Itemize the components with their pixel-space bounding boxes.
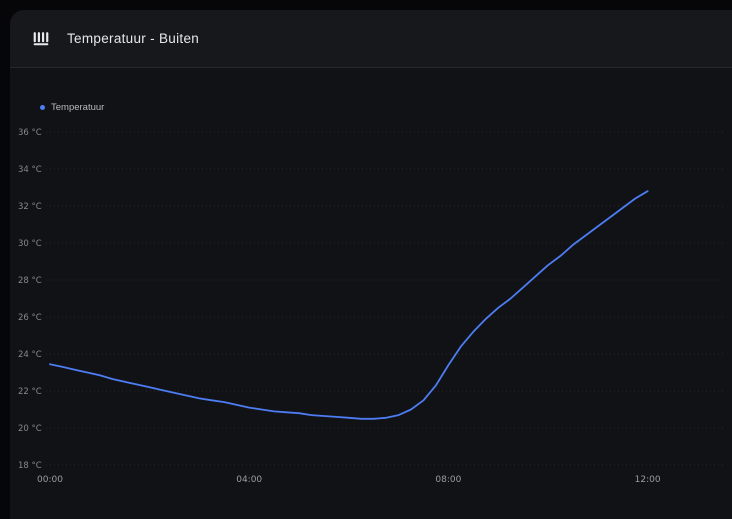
y-tick-label: 24 °C xyxy=(18,350,42,360)
y-tick-label: 20 °C xyxy=(18,424,42,434)
legend-dot xyxy=(40,105,45,110)
chart-svg[interactable]: 36 °C 34 °C 32 °C 30 °C 28 °C 26 °C 24 °C 22 °C… xyxy=(10,122,732,512)
y-tick-label: 18 °C xyxy=(18,461,42,471)
card-title: Temperatuur - Buiten xyxy=(67,31,200,46)
temperature-card: Temperatuur - Buiten Temperatuur 36 °C 34… xyxy=(10,10,732,519)
y-tick-label: 32 °C xyxy=(18,202,42,212)
y-tick-label: 34 °C xyxy=(18,165,42,175)
y-tick-label: 30 °C xyxy=(18,239,42,249)
y-tick-label: 36 °C xyxy=(18,128,42,138)
chart-legend: Temperatuur xyxy=(40,102,104,113)
x-tick-label: 04:00 xyxy=(236,475,262,485)
temperature-line xyxy=(49,190,649,420)
y-tick-label: 28 °C xyxy=(18,276,42,286)
card-header: Temperatuur - Buiten xyxy=(10,10,732,68)
x-tick-label: 08:00 xyxy=(435,475,461,485)
x-tick-label: 12:00 xyxy=(635,475,661,485)
radiator-icon xyxy=(30,28,52,50)
y-tick-label: 22 °C xyxy=(18,387,42,397)
x-tick-label: 00:00 xyxy=(37,475,63,485)
legend-item-temperatuur[interactable]: Temperatuur xyxy=(40,102,104,113)
legend-label: Temperatuur xyxy=(51,102,105,113)
y-tick-label: 26 °C xyxy=(18,313,42,323)
